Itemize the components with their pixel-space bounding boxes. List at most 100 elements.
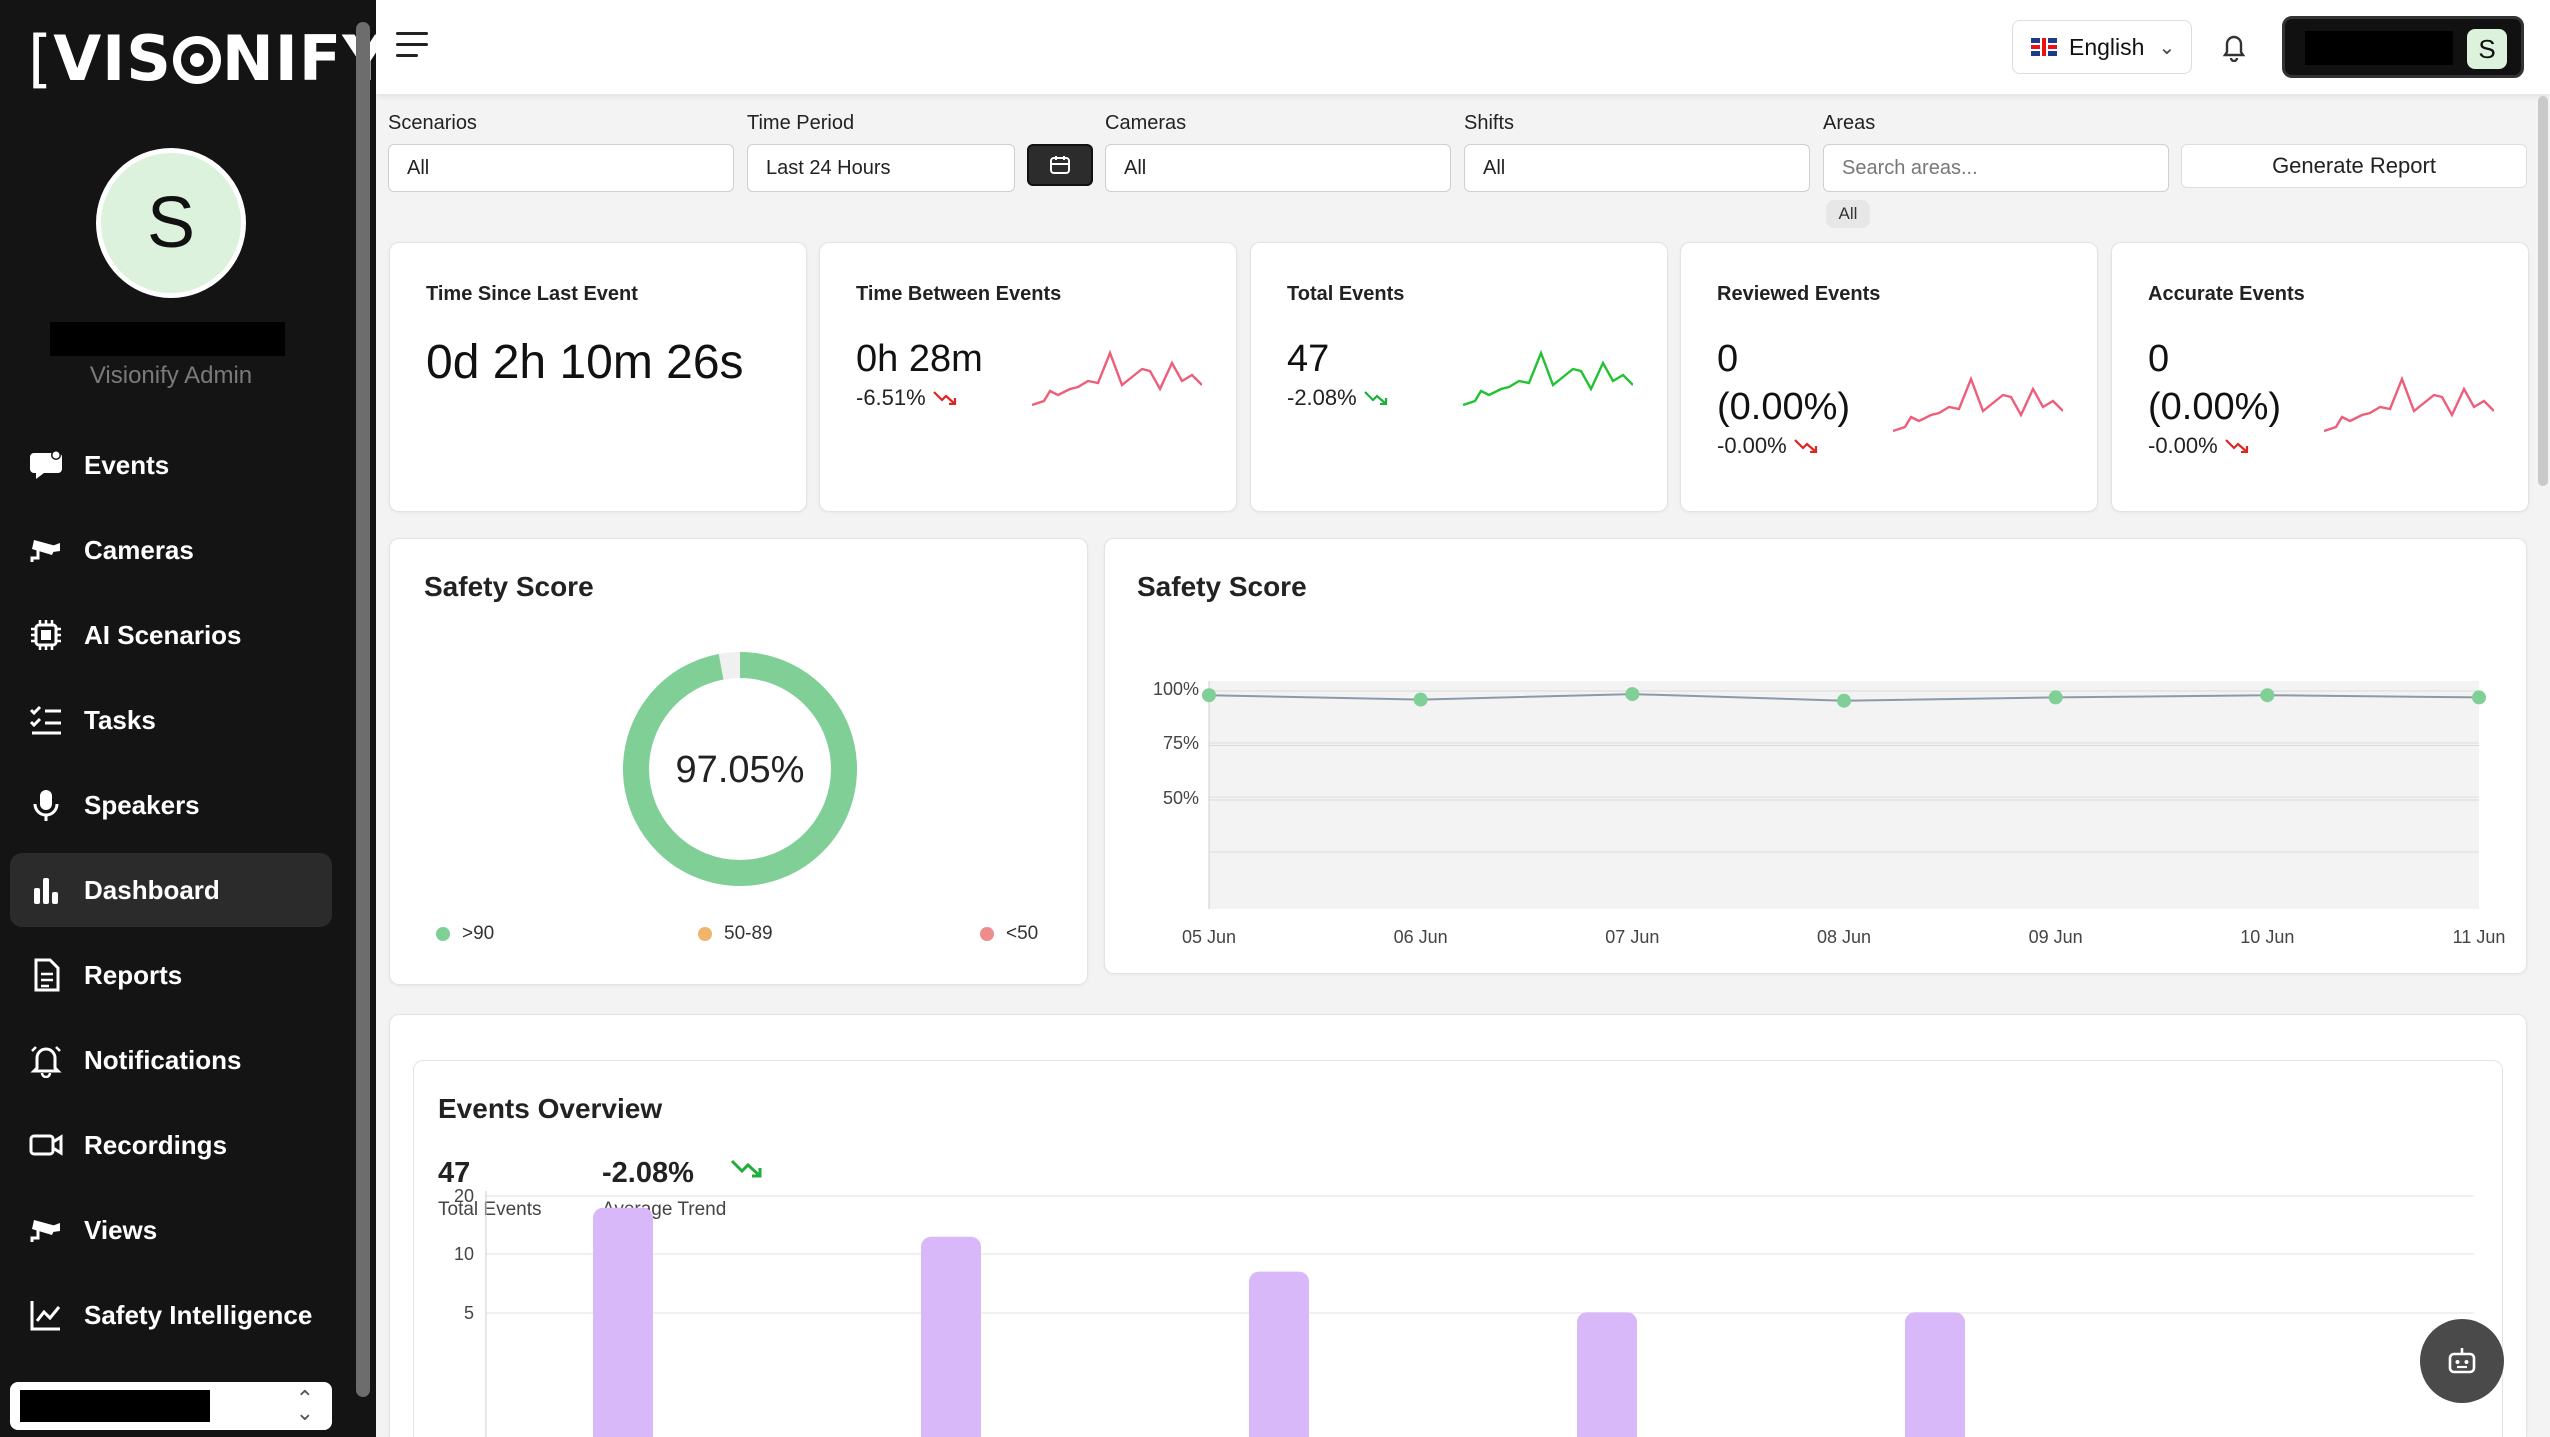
kpi-value-percent: (0.00%) bbox=[2148, 386, 2282, 428]
document-icon bbox=[34, 958, 60, 992]
avatar: S bbox=[96, 148, 246, 298]
kpi-card-total-events: Total Events 47 -2.08% bbox=[1250, 242, 1668, 512]
chip-icon bbox=[31, 620, 61, 650]
calendar-button[interactable] bbox=[1027, 144, 1093, 186]
calendar-icon bbox=[1050, 156, 1070, 174]
sidebar-item-label: Events bbox=[84, 449, 170, 480]
trend-down-icon bbox=[933, 391, 956, 406]
page-scrollbar[interactable] bbox=[2538, 96, 2548, 486]
organization-select[interactable]: ⌃ ⌄ bbox=[10, 1382, 332, 1430]
robot-icon bbox=[2448, 1348, 2476, 1374]
kpi-value-count: 0 bbox=[2148, 338, 2170, 380]
kpi-value: 0 (0.00%) bbox=[2148, 335, 2308, 431]
assistant-bot-button[interactable] bbox=[2420, 1319, 2504, 1403]
donut-value: 97.05% bbox=[676, 749, 805, 791]
sidebar-item-tasks[interactable]: Tasks bbox=[10, 683, 332, 757]
kpi-value: 0h 28m bbox=[856, 338, 983, 380]
kpi-card-accurate-events: Accurate Events 0 (0.00%) -0.00% bbox=[2111, 242, 2529, 512]
overview-total-value: 47 bbox=[438, 1157, 471, 1189]
x-tick-label: 11 Jun bbox=[2453, 927, 2506, 947]
sidebar-item-speakers[interactable]: Speakers bbox=[10, 768, 332, 842]
safety-score-line-chart: 100% 75% 50% 05 Jun 06 Jun 07 Jun 08 Jun 09 Jun… bbox=[1153, 679, 2506, 947]
safety-score-donut-card: Safety Score 97.05% >90 50-89 <50 bbox=[389, 538, 1088, 985]
sidebar-nav: Events Cameras AI Scenarios Tasks Speake… bbox=[10, 428, 332, 1363]
data-point[interactable] bbox=[2472, 690, 2486, 705]
sidebar-scrollbar[interactable] bbox=[356, 22, 370, 1397]
redacted-user bbox=[2305, 31, 2453, 65]
video-icon bbox=[29, 1134, 63, 1156]
legend-item-low: <50 bbox=[980, 923, 1038, 945]
data-point[interactable] bbox=[1837, 693, 1851, 708]
y-tick-label: 75% bbox=[1163, 733, 1199, 753]
kpi-value-count: 0 bbox=[1717, 338, 1739, 380]
legend-label: 50-89 bbox=[724, 923, 773, 944]
chevron-up-down-icon: ⌃ ⌄ bbox=[295, 1386, 314, 1425]
kpi-title: Time Since Last Event bbox=[426, 283, 638, 305]
language-label: English bbox=[2069, 33, 2145, 60]
sidebar-item-notifications[interactable]: Notifications bbox=[10, 1023, 332, 1097]
data-point[interactable] bbox=[2048, 690, 2063, 705]
redacted-username bbox=[50, 322, 285, 356]
plot-area bbox=[1209, 681, 2479, 909]
kpi-value: 0d 2h 10m 26s bbox=[426, 336, 744, 389]
bar[interactable] bbox=[921, 1236, 981, 1437]
sidebar-item-dashboard[interactable]: Dashboard bbox=[10, 853, 332, 927]
legend-label: >90 bbox=[462, 923, 495, 944]
trend-down-icon bbox=[730, 1159, 762, 1178]
sidebar-item-ai-scenarios[interactable]: AI Scenarios bbox=[10, 598, 332, 672]
sidebar-item-views[interactable]: Views bbox=[10, 1193, 332, 1267]
sidebar-item-reports[interactable]: Reports bbox=[10, 938, 332, 1012]
legend-dot bbox=[436, 927, 450, 941]
microphone-icon bbox=[33, 790, 59, 821]
kpi-trend-value: -6.51% bbox=[856, 385, 926, 410]
y-tick-label: 20 bbox=[454, 1186, 474, 1206]
scenarios-label: Scenarios bbox=[388, 112, 477, 134]
sidebar-item-label: Recordings bbox=[84, 1129, 228, 1160]
sidebar-item-label: Reports bbox=[84, 959, 183, 990]
kpi-value-percent: (0.00%) bbox=[1717, 386, 1851, 428]
sidebar-item-cameras[interactable]: Cameras bbox=[10, 513, 332, 587]
chevron-down-icon: ⌄ bbox=[2158, 36, 2176, 59]
bar[interactable] bbox=[1577, 1312, 1637, 1437]
kpi-value: 47 bbox=[1287, 338, 1330, 380]
notification-bell-icon[interactable] bbox=[2220, 32, 2248, 62]
kpi-title: Time Between Events bbox=[856, 283, 1062, 305]
trend-down-icon bbox=[2225, 439, 2248, 454]
cameras-label: Cameras bbox=[1105, 112, 1187, 134]
user-menu-button[interactable]: S bbox=[2282, 16, 2524, 78]
sidebar-item-safety-intelligence[interactable]: Safety Intelligence bbox=[10, 1278, 332, 1352]
bell-icon bbox=[30, 1046, 62, 1078]
camera-icon bbox=[30, 540, 60, 562]
bar[interactable] bbox=[1249, 1271, 1309, 1437]
bar-chart-icon bbox=[34, 878, 58, 904]
bar[interactable] bbox=[593, 1207, 653, 1437]
kpi-card-time-between-events: Time Between Events 0h 28m -6.51% bbox=[819, 242, 1237, 512]
bar[interactable] bbox=[1905, 1312, 1965, 1437]
cameras-select[interactable]: All bbox=[1105, 144, 1451, 192]
data-point[interactable] bbox=[1413, 692, 1428, 707]
sidebar-item-label: Speakers bbox=[84, 789, 200, 820]
data-point[interactable] bbox=[1625, 687, 1640, 702]
sidebar-item-recordings[interactable]: Recordings bbox=[10, 1108, 332, 1182]
x-tick-label: 07 Jun bbox=[1605, 927, 1659, 947]
kpi-trend: -2.08% bbox=[1287, 385, 1389, 411]
language-select[interactable]: English ⌄ bbox=[2012, 20, 2192, 74]
areas-chip-all[interactable]: All bbox=[1826, 200, 1870, 228]
areas-search-input[interactable]: Search areas... bbox=[1823, 144, 2169, 192]
generate-report-button[interactable]: Generate Report bbox=[2181, 144, 2527, 188]
scenarios-select[interactable]: All bbox=[388, 144, 734, 192]
legend-label: <50 bbox=[1006, 923, 1039, 944]
uk-flag-icon bbox=[2031, 38, 2057, 56]
kpi-trend: -0.00% bbox=[1717, 433, 1819, 459]
kpi-card-time-since-last-event: Time Since Last Event 0d 2h 10m 26s bbox=[389, 242, 807, 512]
shifts-select[interactable]: All bbox=[1464, 144, 1810, 192]
menu-toggle-icon[interactable] bbox=[396, 32, 428, 60]
sidebar-item-events[interactable]: Events bbox=[10, 428, 332, 502]
sparkline-chart bbox=[1463, 349, 1633, 407]
data-point[interactable] bbox=[2260, 688, 2275, 703]
safety-score-line-card: Safety Score 100% 75% 50% 05 Jun 06 Jun 07 Ju… bbox=[1104, 538, 2527, 974]
time-period-select[interactable]: Last 24 Hours bbox=[747, 144, 1015, 192]
overview-total-label: Total Events bbox=[438, 1199, 542, 1220]
sidebar-item-label: Notifications bbox=[84, 1044, 242, 1075]
data-point[interactable] bbox=[1202, 688, 1216, 703]
